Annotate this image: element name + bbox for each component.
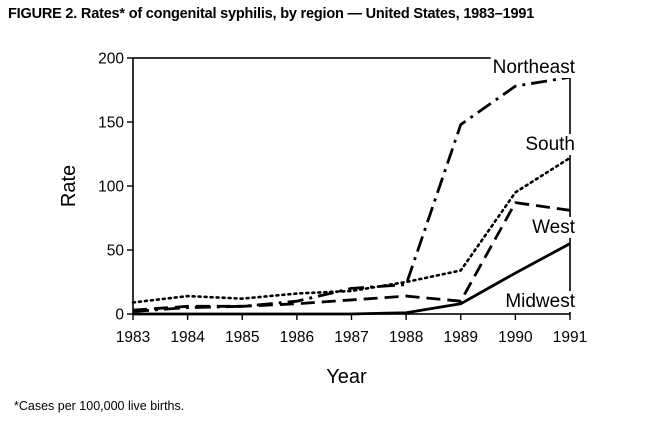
series-label-west: West	[532, 217, 576, 238]
chart-ticks: 0 50 100 150 200 1983 1984 1985 1986 1987 1988 1989…	[98, 51, 587, 347]
y-tick-label: 200	[98, 51, 124, 68]
series-label-northeast: Northeast	[493, 57, 576, 78]
y-tick-label: 0	[115, 307, 124, 324]
x-tick-label: 1990	[498, 329, 533, 346]
x-tick-label: 1987	[334, 329, 368, 346]
x-tick-label: 1986	[280, 329, 314, 346]
series-line-midwest	[133, 242, 571, 316]
series-label-backing	[523, 134, 577, 155]
series-label-south: South	[525, 134, 575, 155]
footnote: *Cases per 100,000 live births.	[14, 399, 185, 413]
chart-series-labels: Northeast South West Midwest	[490, 57, 578, 312]
series-line-northeast	[132, 75, 571, 313]
chart-series	[131, 75, 572, 316]
series-label-backing	[503, 291, 578, 312]
series-line-south	[131, 156, 572, 304]
y-axis-label: Rate	[58, 165, 80, 207]
plot-frame	[132, 57, 571, 315]
x-tick-label: 1983	[116, 329, 150, 346]
x-axis-label: Year	[326, 366, 367, 388]
chart-axes	[132, 57, 571, 315]
x-tick-label: 1991	[553, 329, 587, 346]
x-tick-label: 1985	[225, 329, 259, 346]
y-tick-label: 50	[107, 243, 125, 260]
y-tick-label: 150	[98, 115, 124, 132]
series-label-backing	[530, 217, 578, 238]
x-tick-label: 1984	[170, 329, 205, 346]
series-label-backing	[490, 57, 578, 78]
figure-title: FIGURE 2. Rates* of congenital syphilis,…	[8, 6, 535, 22]
x-tick-label: 1989	[444, 329, 478, 346]
series-label-midwest: Midwest	[505, 291, 575, 312]
series-line-west	[132, 201, 571, 312]
y-tick-label: 100	[98, 179, 124, 196]
x-tick-label: 1988	[389, 329, 423, 346]
